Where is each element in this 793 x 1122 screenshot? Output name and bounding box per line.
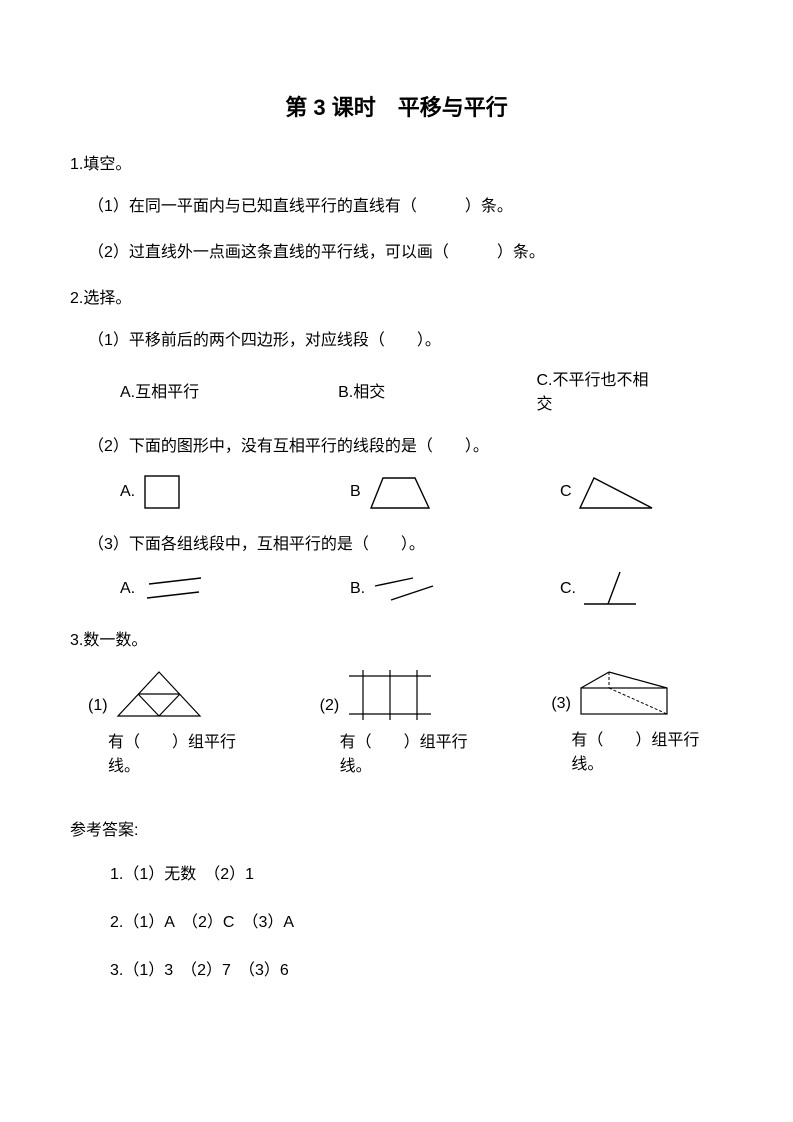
q2-1-A: A.互相平行 [120,378,199,402]
q2-2-options: A. B C [70,472,723,512]
q3-2-num: (2) [320,698,340,720]
answers-head: 参考答案: [70,816,723,840]
square-icon [139,472,187,512]
opt-B-label: B [350,483,361,501]
triangle-icon [576,472,656,512]
triangles-figure [114,668,204,720]
q2-1-options: A.互相平行 B.相交 C.不平行也不相交 [70,366,723,414]
q3-head: 3.数一数。 [70,626,723,650]
q1-2: （2）过直线外一点画这条直线的平行线，可以画（ ）条。 [70,238,723,262]
answers-3: 3.（1）3 （2）7 （3）6 [70,956,723,980]
q1-head: 1.填空。 [70,150,723,174]
q2-1-B: B.相交 [338,378,385,402]
page-title: 第 3 课时 平移与平行 [70,90,723,122]
opt-C-label2: C. [560,580,576,598]
q2-head: 2.选择。 [70,284,723,308]
q2-2-stem: （2）下面的图形中，没有互相平行的线段的是（ ）。 [70,432,723,456]
q2-3-options: A. B. C. [70,570,723,608]
roof-figure [577,668,671,718]
q3-1-caption: 有（ ）组平行线。 [88,728,260,776]
opt-B-label2: B. [350,580,365,598]
q2-1-stem: （1）平移前后的两个四边形，对应线段（ ）。 [70,326,723,350]
q3-1-num: (1) [88,698,108,720]
nonparallel-lines-icon [369,572,439,606]
q3-figures: (1) 有（ ）组平行线。 (2) [70,668,723,776]
opt-C-label: C [560,483,572,501]
grid-figure [345,668,435,720]
intersect-lines-icon [580,570,640,608]
q3-3-num: (3) [551,696,571,718]
answers-1: 1.（1）无数 （2）1 [70,860,723,884]
parallel-lines-icon [139,572,209,606]
trapezoid-icon [365,472,435,512]
opt-A-label: A. [120,483,135,501]
q3-3-caption: 有（ ）组平行线。 [551,726,723,774]
q3-2-caption: 有（ ）组平行线。 [320,728,492,776]
q2-3-stem: （3）下面各组线段中，互相平行的是（ ）。 [70,530,723,554]
answers-2: 2.（1）A （2）C （3）A [70,908,723,932]
q1-1: （1）在同一平面内与已知直线平行的直线有（ ）条。 [70,192,723,216]
q2-1-C: C.不平行也不相交 [536,366,663,414]
opt-A-label2: A. [120,580,135,598]
